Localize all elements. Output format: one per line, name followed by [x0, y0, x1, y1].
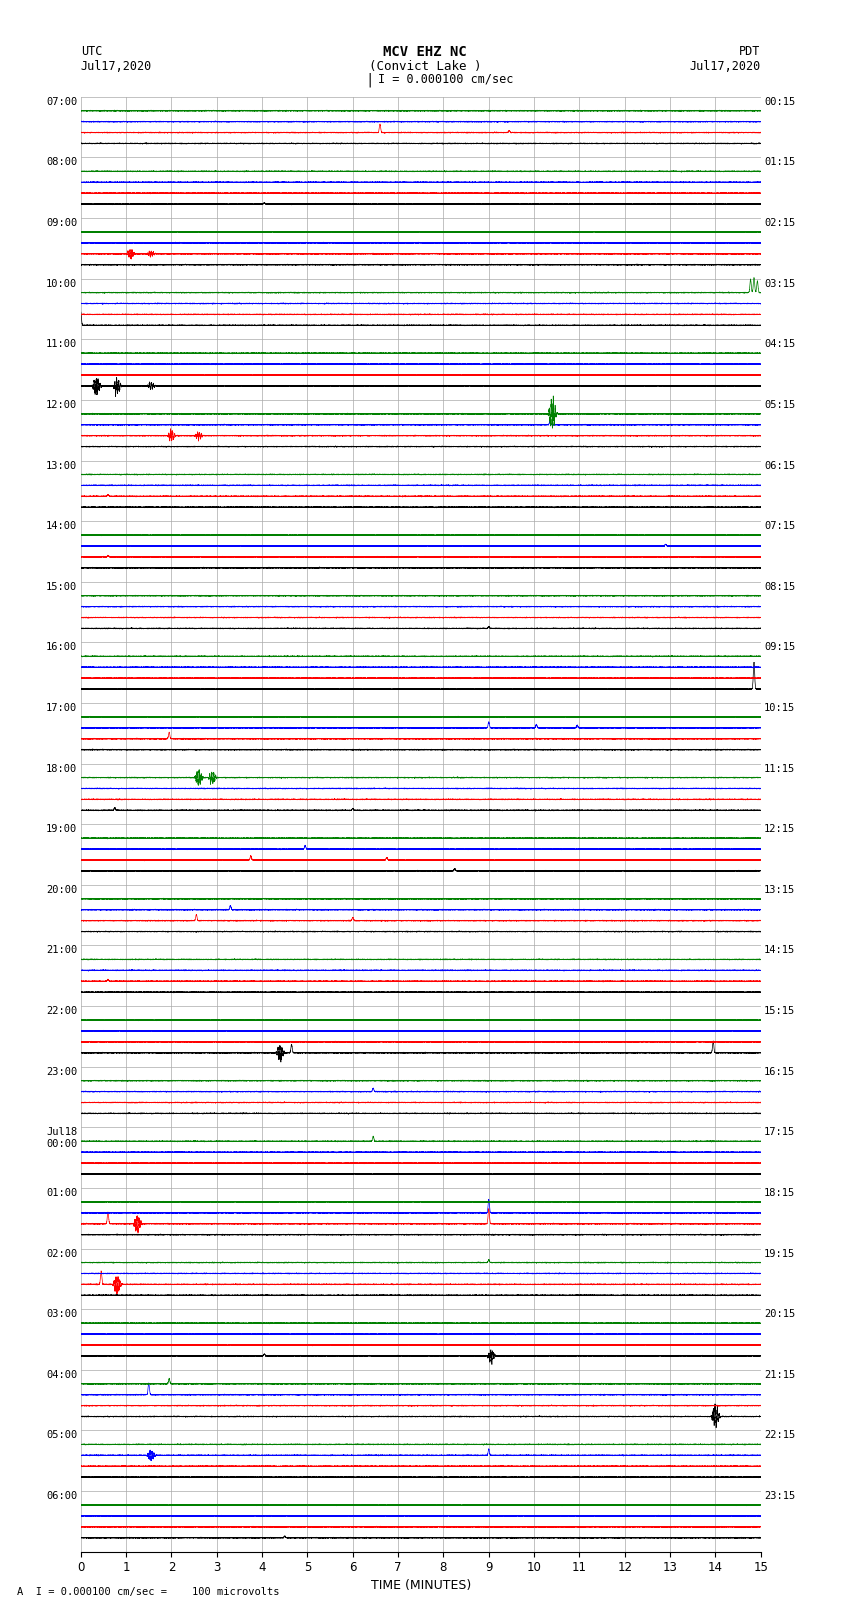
Text: 01:00: 01:00 — [46, 1187, 77, 1198]
Text: 15:00: 15:00 — [46, 582, 77, 592]
Text: 21:00: 21:00 — [46, 945, 77, 955]
Text: 00:15: 00:15 — [764, 97, 796, 106]
Text: |: | — [366, 73, 374, 87]
Text: 07:15: 07:15 — [764, 521, 796, 531]
Text: 23:00: 23:00 — [46, 1066, 77, 1077]
Text: 23:15: 23:15 — [764, 1490, 796, 1502]
Text: I = 0.000100 cm/sec: I = 0.000100 cm/sec — [378, 73, 513, 85]
Text: 16:15: 16:15 — [764, 1066, 796, 1077]
Text: 14:15: 14:15 — [764, 945, 796, 955]
Text: 16:00: 16:00 — [46, 642, 77, 652]
Text: 09:00: 09:00 — [46, 218, 77, 227]
Text: 18:15: 18:15 — [764, 1187, 796, 1198]
Text: 14:00: 14:00 — [46, 521, 77, 531]
Text: PDT: PDT — [740, 45, 761, 58]
Text: 02:00: 02:00 — [46, 1248, 77, 1258]
Text: 11:00: 11:00 — [46, 339, 77, 350]
Text: 08:15: 08:15 — [764, 582, 796, 592]
Text: 10:00: 10:00 — [46, 279, 77, 289]
Text: UTC: UTC — [81, 45, 102, 58]
Text: 22:15: 22:15 — [764, 1431, 796, 1440]
Text: 12:00: 12:00 — [46, 400, 77, 410]
Text: 15:15: 15:15 — [764, 1007, 796, 1016]
Text: 13:15: 13:15 — [764, 886, 796, 895]
Text: 05:00: 05:00 — [46, 1431, 77, 1440]
Text: 04:15: 04:15 — [764, 339, 796, 350]
Text: 08:00: 08:00 — [46, 158, 77, 168]
Text: 17:15: 17:15 — [764, 1127, 796, 1137]
Text: 20:15: 20:15 — [764, 1310, 796, 1319]
Text: Jul17,2020: Jul17,2020 — [689, 60, 761, 73]
Text: 21:15: 21:15 — [764, 1369, 796, 1379]
Text: 03:00: 03:00 — [46, 1310, 77, 1319]
Text: 19:15: 19:15 — [764, 1248, 796, 1258]
Text: 09:15: 09:15 — [764, 642, 796, 652]
Text: 04:00: 04:00 — [46, 1369, 77, 1379]
Text: 07:00: 07:00 — [46, 97, 77, 106]
Text: Jul17,2020: Jul17,2020 — [81, 60, 152, 73]
Text: 13:00: 13:00 — [46, 461, 77, 471]
Text: 06:00: 06:00 — [46, 1490, 77, 1502]
Text: 05:15: 05:15 — [764, 400, 796, 410]
Text: 18:00: 18:00 — [46, 763, 77, 774]
Text: MCV EHZ NC: MCV EHZ NC — [383, 45, 467, 60]
Text: 10:15: 10:15 — [764, 703, 796, 713]
Text: 06:15: 06:15 — [764, 461, 796, 471]
Text: 11:15: 11:15 — [764, 763, 796, 774]
Text: Jul18
00:00: Jul18 00:00 — [46, 1127, 77, 1148]
Text: 20:00: 20:00 — [46, 886, 77, 895]
Text: (Convict Lake ): (Convict Lake ) — [369, 60, 481, 73]
Text: 01:15: 01:15 — [764, 158, 796, 168]
Text: 17:00: 17:00 — [46, 703, 77, 713]
Text: 19:00: 19:00 — [46, 824, 77, 834]
Text: 12:15: 12:15 — [764, 824, 796, 834]
Text: A  I = 0.000100 cm/sec =    100 microvolts: A I = 0.000100 cm/sec = 100 microvolts — [17, 1587, 280, 1597]
Text: 22:00: 22:00 — [46, 1007, 77, 1016]
X-axis label: TIME (MINUTES): TIME (MINUTES) — [371, 1579, 471, 1592]
Text: 02:15: 02:15 — [764, 218, 796, 227]
Text: 03:15: 03:15 — [764, 279, 796, 289]
